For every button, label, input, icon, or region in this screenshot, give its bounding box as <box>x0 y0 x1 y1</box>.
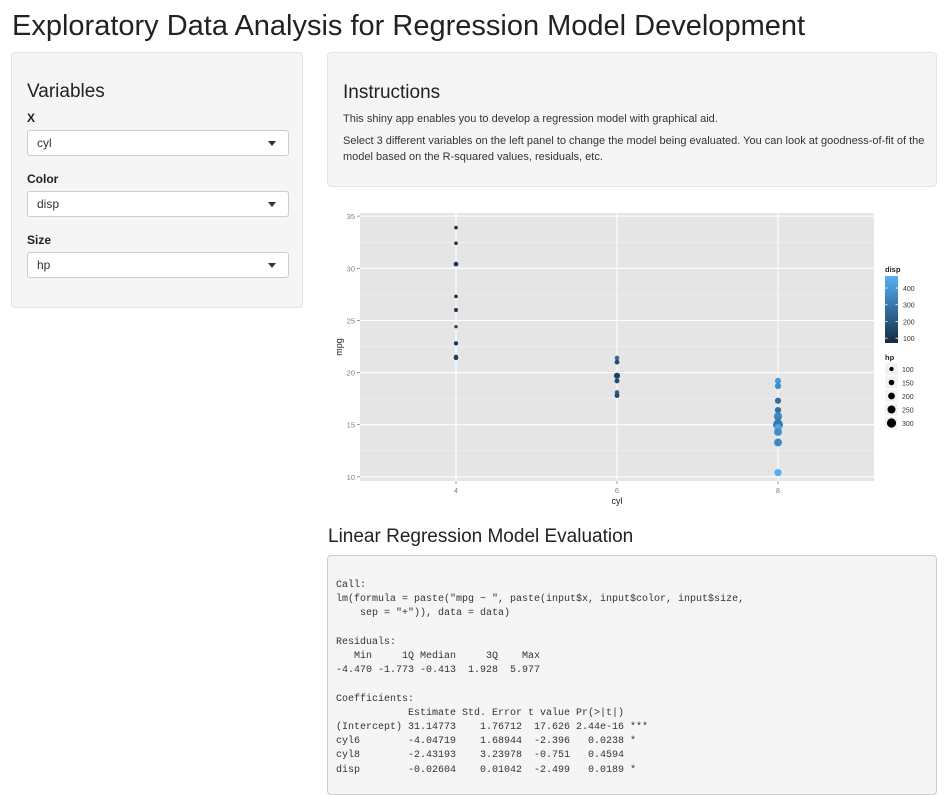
legend-color-label: 300 <box>903 303 915 310</box>
instructions-heading: Instructions <box>343 82 441 103</box>
y-tick-label: 30 <box>347 264 355 273</box>
scatter-plot: 10 15 20 25 30 35 4 6 8 cyl mpg disp 100 200 300 400 hp 1… <box>330 203 930 516</box>
legend-size-label: 250 <box>902 407 914 414</box>
legend-size-point <box>888 379 895 386</box>
legend-color-label: 200 <box>903 319 915 326</box>
data-point <box>453 355 459 361</box>
instructions-text-1: This shiny app enables you to develop a … <box>343 113 718 125</box>
scatter-plot-svg: 10 15 20 25 30 35 4 6 8 cyl mpg disp 100 200 300 400 hp 1… <box>334 212 915 506</box>
model-summary-output: Call: lm(formula = paste("mpg ~ ", paste… <box>327 555 937 795</box>
data-point <box>453 261 459 267</box>
size-select[interactable]: hp <box>27 252 289 278</box>
legend-size-point <box>887 405 896 414</box>
data-point <box>774 377 782 384</box>
data-point <box>614 393 620 398</box>
variables-panel: Variables X cyl Color disp Size hp <box>11 52 303 308</box>
data-point <box>613 372 621 379</box>
x-tick-label: 4 <box>454 486 458 495</box>
y-tick-label: 25 <box>347 316 355 325</box>
legend-size-point <box>886 418 897 428</box>
x-tick-label: 6 <box>615 486 619 495</box>
page-title: Exploratory Data Analysis for Regression… <box>12 10 806 42</box>
data-point <box>453 341 459 346</box>
data-point <box>774 469 782 477</box>
color-label: Color <box>27 172 59 186</box>
y-tick-label: 15 <box>347 421 355 430</box>
instructions-text-2: Select 3 different variables on the left… <box>343 135 925 163</box>
size-label: Size <box>27 233 52 247</box>
chevron-down-icon <box>268 141 276 146</box>
x-select[interactable]: cyl <box>27 130 289 156</box>
data-point <box>774 438 782 447</box>
data-point <box>614 355 620 361</box>
legend-color-label: 400 <box>903 286 915 293</box>
legend-colorbar <box>885 276 898 343</box>
instructions-panel: Instructions This shiny app enables you … <box>327 52 937 187</box>
legend-size-title: hp <box>885 353 895 362</box>
legend-size-label: 300 <box>902 421 914 428</box>
chevron-down-icon <box>268 263 276 268</box>
data-point <box>774 397 782 404</box>
legend-size-label: 150 <box>902 380 914 387</box>
y-tick-label: 20 <box>347 369 355 378</box>
data-point <box>774 383 782 390</box>
chevron-down-icon <box>268 202 276 207</box>
legend-size-point <box>888 392 895 400</box>
legend-color-label: 100 <box>903 336 915 343</box>
x-label: X <box>27 111 36 125</box>
legend-size-label: 200 <box>902 394 914 401</box>
data-point <box>454 294 458 299</box>
y-tick-label: 35 <box>347 212 355 221</box>
data-point <box>454 241 458 246</box>
variables-heading: Variables <box>27 81 105 102</box>
data-point <box>453 307 459 313</box>
legend-color-title: disp <box>885 265 901 274</box>
x-tick-label: 8 <box>776 486 780 495</box>
data-point <box>614 378 620 384</box>
x-axis-title: cyl <box>612 496 623 506</box>
data-point <box>614 359 620 365</box>
evaluation-heading: Linear Regression Model Evaluation <box>328 526 634 547</box>
data-point <box>774 428 782 436</box>
y-axis-title: mpg <box>334 338 344 356</box>
color-select[interactable]: disp <box>27 191 289 217</box>
data-point <box>454 324 458 329</box>
data-point <box>454 225 458 230</box>
legend-size-label: 100 <box>902 367 914 374</box>
color-select-value: disp <box>37 197 60 211</box>
size-select-value: hp <box>37 258 51 272</box>
y-tick-label: 10 <box>347 473 355 482</box>
x-select-value: cyl <box>37 136 52 150</box>
legend-size-point <box>889 366 894 372</box>
data-point <box>774 406 782 414</box>
